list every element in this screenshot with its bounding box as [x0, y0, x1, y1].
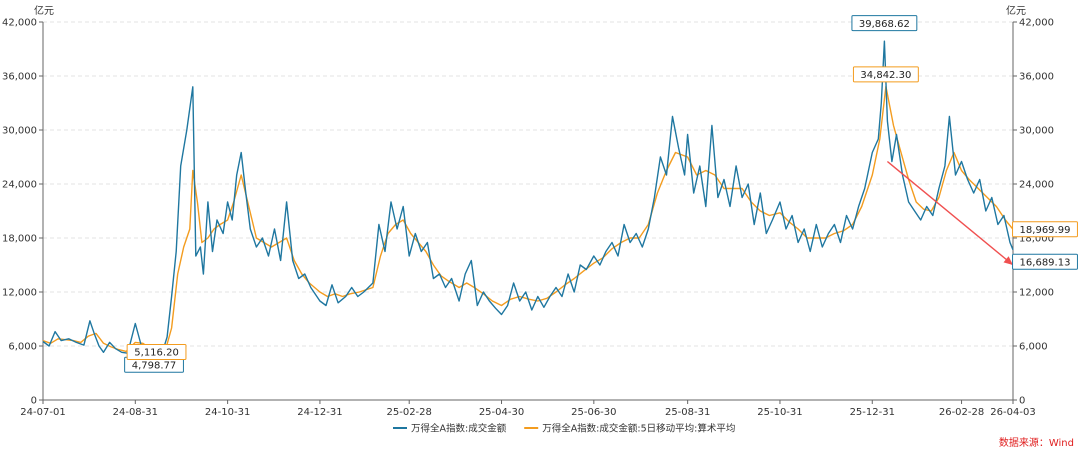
value-callout-box	[851, 15, 918, 32]
value-callout: 5,116.20	[126, 343, 187, 360]
x-tick-label: 24-08-31	[113, 407, 158, 418]
y-tick-label-left: 42,000	[2, 18, 37, 29]
value-callout-label: 16,689.13	[1020, 257, 1071, 268]
y-tick-label-left: 0	[31, 396, 37, 407]
legend-label: 万得全A指数:成交金额	[411, 423, 507, 435]
x-tick-label: 26-02-28	[939, 407, 984, 418]
x-tick-label: 25-02-28	[387, 407, 432, 418]
x-tick-label: 25-10-31	[757, 407, 802, 418]
y-tick-label-left: 6,000	[8, 342, 37, 353]
value-callout-label: 4,798.77	[132, 360, 177, 371]
annotations: 39,868.62 34,842.30 4,798.775,116.20 18,969…	[124, 15, 1078, 373]
turnover-series-line	[42, 40, 1014, 358]
y-tick-label-right: 36,000	[1019, 72, 1054, 83]
value-callout-label: 34,842.30	[860, 70, 911, 81]
value-callout-box	[1012, 221, 1078, 238]
value-callout-label: 5,116.20	[134, 348, 179, 359]
right-y-unit-label: 亿元	[1006, 4, 1026, 17]
y-tick-label-right: 12,000	[1019, 288, 1054, 299]
y-tick-label-right: 30,000	[1019, 126, 1054, 137]
y-tick-label-left: 24,000	[2, 180, 37, 191]
ma5-series-line	[42, 85, 1014, 353]
value-callout-box	[852, 66, 919, 83]
x-tick-label: 25-08-31	[665, 407, 710, 418]
y-tick-label-left: 36,000	[2, 72, 37, 83]
y-tick-label-right: 0	[1019, 396, 1025, 407]
x-tick-label: 25-04-30	[479, 407, 524, 418]
y-tick-label-right: 6,000	[1019, 342, 1048, 353]
y-tick-label-right: 42,000	[1019, 18, 1054, 29]
legend: 万得全A指数:成交金额 万得全A指数:成交金额:5日移动平均:算术平均	[393, 423, 735, 435]
axes: 亿元 亿元 0 0 6,000 6,000 12,000 12,000 18,000 18,0…	[2, 4, 1054, 418]
x-tick-label: 24-12-31	[297, 407, 342, 418]
value-callout: 18,969.99	[1012, 221, 1078, 238]
trend-arrow-head	[1003, 256, 1013, 265]
x-tick-label: 24-07-01	[20, 407, 65, 418]
grid	[43, 21, 1013, 347]
source-note: 数据来源：Wind	[999, 436, 1074, 449]
x-tick-label: 24-10-31	[205, 407, 250, 418]
x-tick-label: 26-04-03	[990, 407, 1035, 418]
trend-arrow-line	[886, 160, 1014, 266]
value-callout-label: 39,868.62	[859, 19, 910, 30]
value-callout-label: 18,969.99	[1020, 225, 1071, 236]
y-tick-label-right: 24,000	[1019, 180, 1054, 191]
legend-label: 万得全A指数:成交金额:5日移动平均:算术平均	[542, 423, 735, 435]
x-tick-label: 25-12-31	[850, 407, 895, 418]
series-lines	[42, 40, 1014, 358]
y-tick-label-left: 30,000	[2, 126, 37, 137]
y-tick-label-right: 18,000	[1019, 234, 1054, 245]
value-callout-box	[126, 343, 187, 360]
y-tick-label-left: 12,000	[2, 288, 37, 299]
value-callout: 16,689.13	[1012, 253, 1078, 270]
left-y-unit-label: 亿元	[34, 4, 54, 17]
value-callout: 34,842.30	[852, 66, 919, 83]
value-callout: 39,868.62	[851, 15, 918, 32]
value-callout-box	[1012, 253, 1078, 270]
y-tick-label-left: 18,000	[2, 234, 37, 245]
x-tick-label: 25-06-30	[571, 407, 616, 418]
